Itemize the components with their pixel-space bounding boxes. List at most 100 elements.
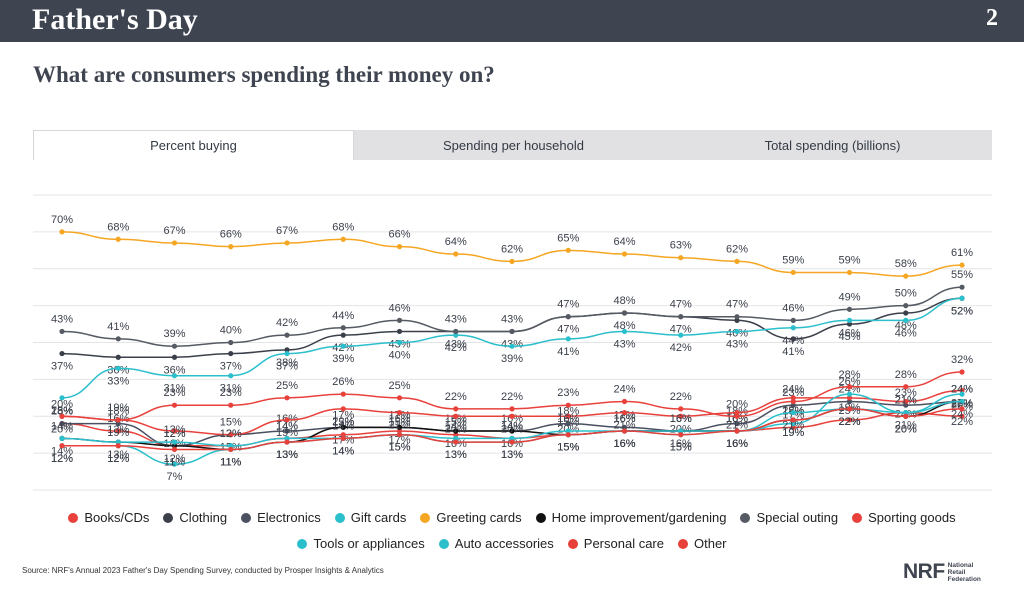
data-point[interactable] <box>171 439 178 445</box>
data-point[interactable] <box>115 443 121 449</box>
data-point[interactable] <box>959 369 965 375</box>
data-point[interactable] <box>171 461 178 467</box>
data-point[interactable] <box>734 409 740 416</box>
data-point[interactable] <box>734 317 740 323</box>
tab-percent-buying[interactable]: Percent buying <box>33 130 354 160</box>
data-point[interactable] <box>959 413 965 419</box>
data-point[interactable] <box>959 262 965 268</box>
data-point[interactable] <box>59 435 65 441</box>
data-point[interactable] <box>228 350 234 357</box>
data-point[interactable] <box>340 406 346 412</box>
data-point[interactable] <box>453 428 459 434</box>
data-point[interactable] <box>228 443 234 449</box>
data-point[interactable] <box>903 409 909 416</box>
legend-item[interactable]: Special outing <box>740 510 838 525</box>
data-point[interactable] <box>509 428 515 434</box>
data-point[interactable] <box>734 328 740 335</box>
data-point[interactable] <box>509 413 515 419</box>
data-point[interactable] <box>115 365 121 371</box>
data-point[interactable] <box>846 321 853 327</box>
legend-item[interactable]: Home improvement/gardening <box>535 510 726 525</box>
legend-item[interactable]: Books/CDs <box>68 510 149 525</box>
legend-item[interactable]: Other <box>678 536 727 551</box>
data-point[interactable] <box>171 354 178 360</box>
data-point[interactable] <box>171 373 178 379</box>
data-point[interactable] <box>678 255 684 261</box>
data-point[interactable] <box>790 417 796 423</box>
data-point[interactable] <box>453 435 459 441</box>
legend-item[interactable]: Tools or appliances <box>297 536 425 551</box>
data-point[interactable] <box>115 336 121 342</box>
data-point[interactable] <box>903 310 909 316</box>
data-point[interactable] <box>171 240 178 246</box>
data-point[interactable] <box>734 413 740 419</box>
data-point[interactable] <box>284 332 290 338</box>
data-point[interactable] <box>509 343 515 349</box>
data-point[interactable] <box>453 328 459 335</box>
data-point[interactable] <box>846 398 853 405</box>
data-point[interactable] <box>959 387 965 394</box>
legend-item[interactable]: Sporting goods <box>852 510 956 525</box>
data-point[interactable] <box>903 402 909 408</box>
data-point[interactable] <box>115 428 121 434</box>
data-point[interactable] <box>284 240 290 246</box>
data-point[interactable] <box>453 432 459 438</box>
data-point[interactable] <box>59 413 65 419</box>
data-point[interactable] <box>171 428 178 434</box>
data-point[interactable] <box>509 406 515 412</box>
data-point[interactable] <box>228 446 234 453</box>
data-point[interactable] <box>565 314 571 320</box>
data-point[interactable] <box>903 273 909 279</box>
data-point[interactable] <box>171 446 178 453</box>
data-point[interactable] <box>509 258 515 264</box>
data-point[interactable] <box>846 384 853 390</box>
legend-item[interactable]: Gift cards <box>334 510 406 525</box>
data-point[interactable] <box>565 336 571 342</box>
data-point[interactable] <box>228 373 234 379</box>
data-point[interactable] <box>340 332 346 338</box>
data-point[interactable] <box>790 317 796 323</box>
data-point[interactable] <box>340 343 346 349</box>
data-point[interactable] <box>453 406 459 412</box>
data-point[interactable] <box>621 398 628 405</box>
data-point[interactable] <box>790 336 796 342</box>
data-point[interactable] <box>340 391 346 397</box>
data-point[interactable] <box>509 328 515 335</box>
data-point[interactable] <box>396 328 403 335</box>
data-point[interactable] <box>621 409 628 416</box>
data-point[interactable] <box>453 413 459 419</box>
data-point[interactable] <box>678 413 684 419</box>
data-point[interactable] <box>790 395 796 401</box>
data-point[interactable] <box>790 424 796 430</box>
data-point[interactable] <box>846 417 853 423</box>
data-point[interactable] <box>396 339 403 346</box>
data-point[interactable] <box>846 317 853 323</box>
data-point[interactable] <box>340 432 346 438</box>
data-point[interactable] <box>846 306 853 312</box>
data-point[interactable] <box>734 421 740 427</box>
data-point[interactable] <box>171 402 178 408</box>
data-point[interactable] <box>115 354 121 360</box>
data-point[interactable] <box>846 395 853 401</box>
data-point[interactable] <box>621 251 628 257</box>
data-point[interactable] <box>846 269 853 276</box>
data-point[interactable] <box>396 409 403 416</box>
data-point[interactable] <box>621 310 628 316</box>
data-point[interactable] <box>115 236 121 242</box>
tab-total-spending[interactable]: Total spending (billions) <box>764 137 901 153</box>
data-point[interactable] <box>340 325 346 331</box>
legend-item[interactable]: Clothing <box>163 510 227 525</box>
data-point[interactable] <box>959 398 965 405</box>
data-point[interactable] <box>790 402 796 408</box>
data-point[interactable] <box>453 332 459 338</box>
data-point[interactable] <box>59 229 65 235</box>
data-point[interactable] <box>453 439 459 445</box>
data-point[interactable] <box>228 244 234 250</box>
data-point[interactable] <box>115 439 121 445</box>
data-point[interactable] <box>396 432 403 438</box>
data-point[interactable] <box>59 328 65 335</box>
data-point[interactable] <box>115 421 121 427</box>
data-point[interactable] <box>396 317 403 323</box>
data-point[interactable] <box>846 391 853 397</box>
data-point[interactable] <box>59 395 65 401</box>
